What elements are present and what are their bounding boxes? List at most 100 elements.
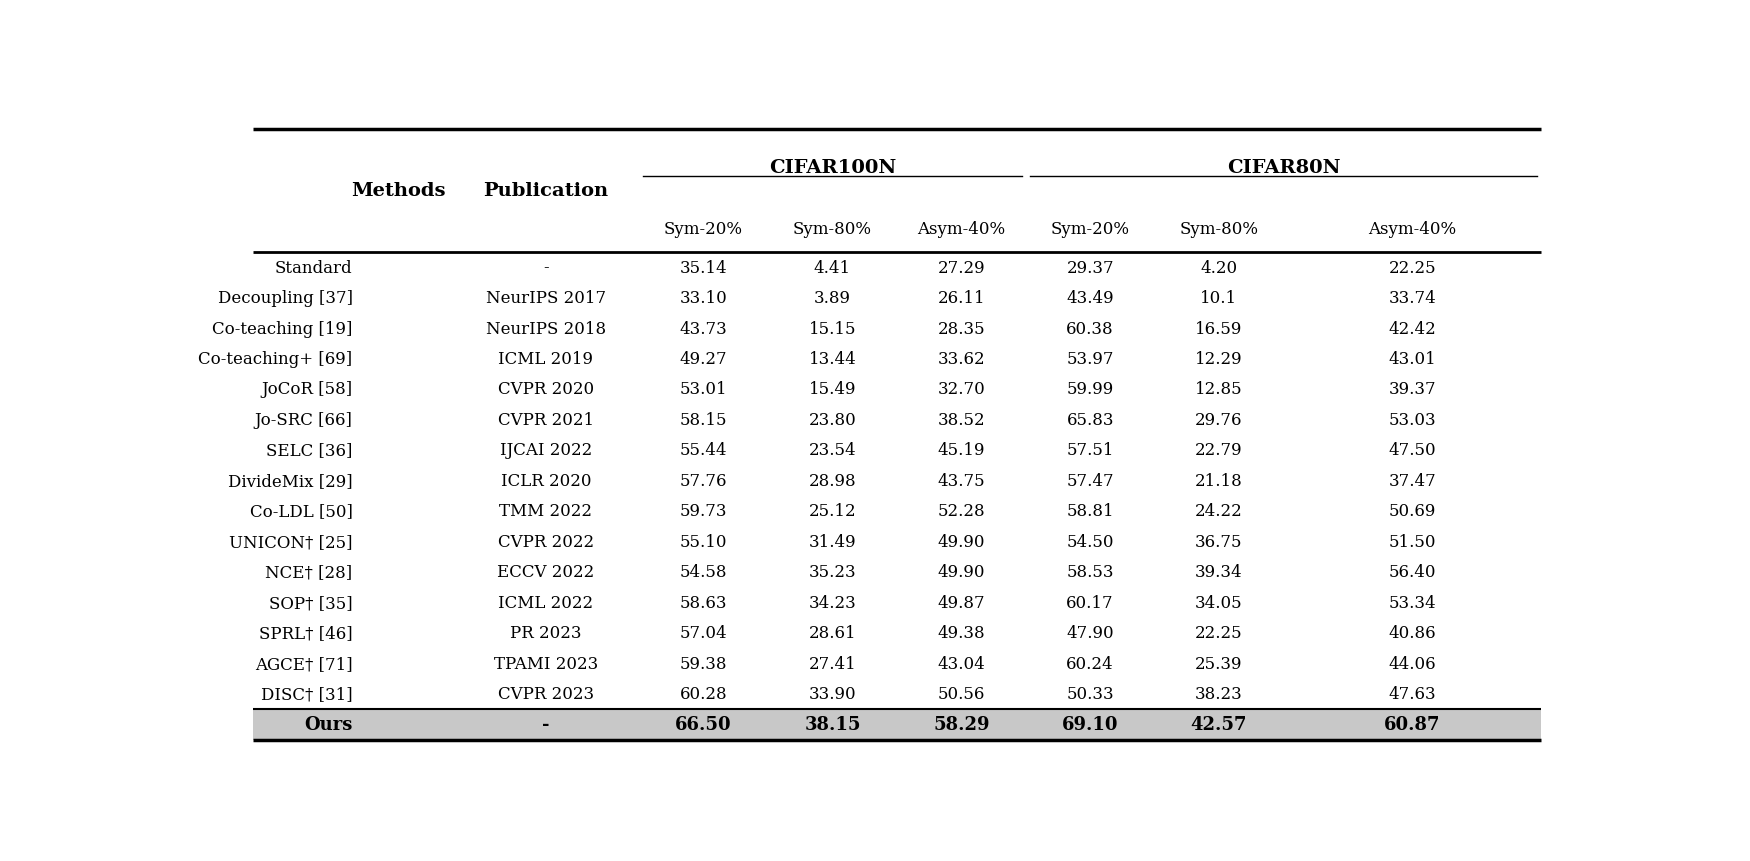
Text: 45.19: 45.19	[938, 442, 985, 459]
Text: 28.98: 28.98	[808, 473, 856, 489]
Text: 12.29: 12.29	[1195, 350, 1242, 368]
Text: Methods: Methods	[352, 183, 446, 200]
Text: Asym-40%: Asym-40%	[917, 220, 1004, 238]
Text: 21.18: 21.18	[1195, 473, 1242, 489]
Text: 43.49: 43.49	[1066, 289, 1115, 307]
Text: 43.73: 43.73	[679, 320, 728, 338]
Text: Jo-SRC [66]: Jo-SRC [66]	[255, 412, 352, 429]
Text: 47.50: 47.50	[1388, 442, 1437, 459]
Text: 13.44: 13.44	[808, 350, 856, 368]
Text: 23.80: 23.80	[808, 412, 856, 429]
Text: 69.10: 69.10	[1062, 715, 1118, 734]
Text: 23.54: 23.54	[808, 442, 856, 459]
Text: 42.42: 42.42	[1388, 320, 1437, 338]
Text: 58.53: 58.53	[1066, 564, 1115, 581]
Text: 49.90: 49.90	[938, 533, 985, 550]
Text: CVPR 2022: CVPR 2022	[497, 533, 593, 550]
Text: 22.79: 22.79	[1195, 442, 1242, 459]
Text: ECCV 2022: ECCV 2022	[497, 564, 595, 581]
Text: 43.75: 43.75	[938, 473, 985, 489]
Text: SOP† [35]: SOP† [35]	[270, 594, 352, 611]
Text: 65.83: 65.83	[1066, 412, 1115, 429]
Text: 59.73: 59.73	[679, 503, 728, 520]
Text: 43.01: 43.01	[1388, 350, 1437, 368]
Text: 38.52: 38.52	[938, 412, 985, 429]
Text: 36.75: 36.75	[1195, 533, 1242, 550]
Text: 49.38: 49.38	[938, 625, 985, 641]
Text: 53.34: 53.34	[1388, 594, 1437, 611]
Text: 16.59: 16.59	[1195, 320, 1242, 338]
Text: ICML 2019: ICML 2019	[499, 350, 593, 368]
Text: 10.1: 10.1	[1200, 289, 1237, 307]
Text: 57.76: 57.76	[679, 473, 728, 489]
Text: 59.99: 59.99	[1066, 381, 1113, 398]
Text: NCE† [28]: NCE† [28]	[266, 564, 352, 581]
Text: 52.28: 52.28	[938, 503, 985, 520]
Text: 53.01: 53.01	[679, 381, 728, 398]
Text: CVPR 2020: CVPR 2020	[497, 381, 593, 398]
Text: 34.23: 34.23	[808, 594, 856, 611]
Text: 15.49: 15.49	[808, 381, 856, 398]
Text: 29.76: 29.76	[1195, 412, 1242, 429]
Text: Sym-20%: Sym-20%	[1050, 220, 1130, 238]
Text: Ours: Ours	[304, 715, 352, 734]
Text: 24.22: 24.22	[1195, 503, 1242, 520]
Text: DISC† [31]: DISC† [31]	[261, 685, 352, 703]
Text: UNICON† [25]: UNICON† [25]	[229, 533, 352, 550]
Text: 54.58: 54.58	[679, 564, 728, 581]
Bar	[252, 709, 1542, 740]
Text: 28.61: 28.61	[808, 625, 856, 641]
Text: 39.34: 39.34	[1195, 564, 1242, 581]
Text: 47.63: 47.63	[1388, 685, 1437, 703]
Text: 35.14: 35.14	[679, 259, 728, 276]
Text: Decoupling [37]: Decoupling [37]	[217, 289, 352, 307]
Text: 33.62: 33.62	[938, 350, 985, 368]
Text: TMM 2022: TMM 2022	[499, 503, 592, 520]
Text: Asym-40%: Asym-40%	[1368, 220, 1456, 238]
Text: 53.03: 53.03	[1388, 412, 1437, 429]
Text: 60.87: 60.87	[1384, 715, 1440, 734]
Text: 29.37: 29.37	[1066, 259, 1115, 276]
Text: IJCAI 2022: IJCAI 2022	[500, 442, 592, 459]
Text: 60.17: 60.17	[1066, 594, 1115, 611]
Text: 50.33: 50.33	[1066, 685, 1115, 703]
Text: 59.38: 59.38	[679, 655, 728, 672]
Text: 55.10: 55.10	[679, 533, 728, 550]
Text: 37.47: 37.47	[1388, 473, 1437, 489]
Text: 39.37: 39.37	[1388, 381, 1437, 398]
Text: Sym-20%: Sym-20%	[663, 220, 744, 238]
Text: 49.87: 49.87	[938, 594, 985, 611]
Text: 25.39: 25.39	[1195, 655, 1242, 672]
Text: 34.05: 34.05	[1195, 594, 1242, 611]
Text: 38.15: 38.15	[805, 715, 861, 734]
Text: 58.29: 58.29	[933, 715, 989, 734]
Text: 57.51: 57.51	[1066, 442, 1115, 459]
Text: 27.41: 27.41	[808, 655, 856, 672]
Text: -: -	[542, 259, 548, 276]
Text: -: -	[542, 715, 550, 734]
Text: Co-LDL [50]: Co-LDL [50]	[250, 503, 352, 520]
Text: 49.27: 49.27	[679, 350, 728, 368]
Text: 35.23: 35.23	[808, 564, 856, 581]
Text: ICLR 2020: ICLR 2020	[500, 473, 592, 489]
Text: 27.29: 27.29	[938, 259, 985, 276]
Text: AGCE† [71]: AGCE† [71]	[255, 655, 352, 672]
Text: Sym-80%: Sym-80%	[1180, 220, 1258, 238]
Text: 12.85: 12.85	[1195, 381, 1242, 398]
Text: Co-teaching [19]: Co-teaching [19]	[212, 320, 352, 338]
Text: 56.40: 56.40	[1388, 564, 1437, 581]
Text: 33.74: 33.74	[1388, 289, 1437, 307]
Text: JoCoR [58]: JoCoR [58]	[261, 381, 352, 398]
Text: 51.50: 51.50	[1388, 533, 1437, 550]
Text: Standard: Standard	[275, 259, 352, 276]
Text: 58.81: 58.81	[1066, 503, 1115, 520]
Text: 28.35: 28.35	[938, 320, 985, 338]
Text: 43.04: 43.04	[938, 655, 985, 672]
Text: 22.25: 22.25	[1195, 625, 1242, 641]
Text: 3.89: 3.89	[814, 289, 850, 307]
Text: Co-teaching+ [69]: Co-teaching+ [69]	[198, 350, 352, 368]
Text: 57.47: 57.47	[1066, 473, 1115, 489]
Text: 60.38: 60.38	[1066, 320, 1115, 338]
Text: 57.04: 57.04	[679, 625, 728, 641]
Text: 54.50: 54.50	[1066, 533, 1115, 550]
